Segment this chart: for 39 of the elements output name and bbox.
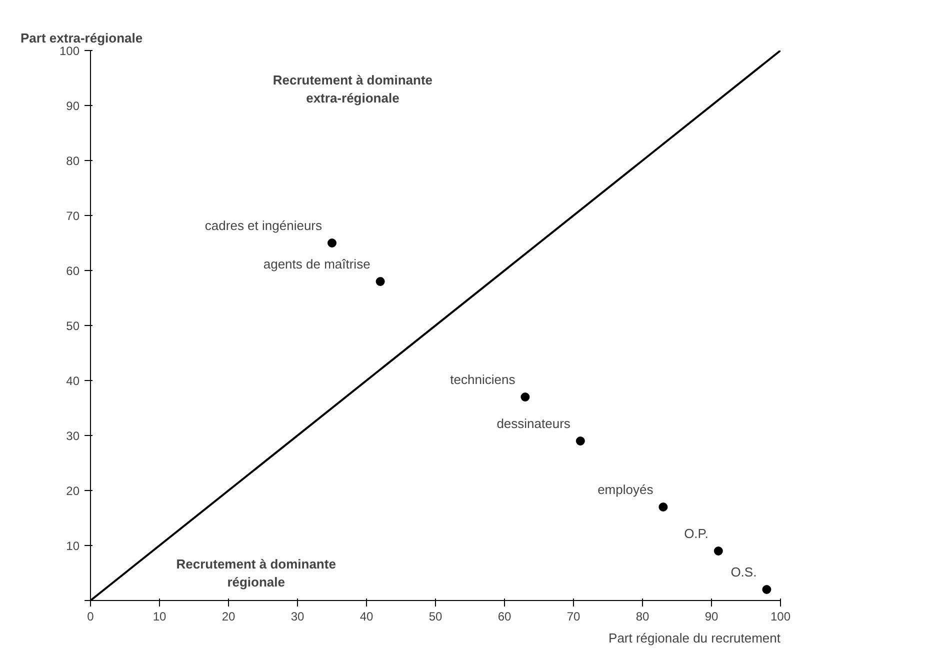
x-tick-label: 30 bbox=[290, 610, 304, 624]
annotation: techniciens bbox=[450, 372, 516, 387]
x-tick-label: 100 bbox=[770, 610, 791, 624]
x-tick-label: 20 bbox=[222, 610, 236, 624]
y-axis-title: Part extra-régionale bbox=[20, 30, 143, 46]
annotation: cadres et ingénieurs bbox=[204, 218, 322, 233]
point bbox=[328, 238, 336, 248]
point bbox=[658, 502, 668, 512]
annotation: dessinateurs bbox=[496, 416, 571, 431]
annotation: Recrutement à dominante extra-régionale bbox=[272, 72, 433, 106]
annotation: O.P. bbox=[684, 526, 708, 541]
point bbox=[376, 277, 385, 286]
annotation: agents de maîtrise bbox=[263, 256, 370, 272]
y-tick-label: 10 bbox=[66, 539, 80, 553]
y-tick-label: 50 bbox=[66, 319, 80, 333]
x-tick-label: 0 bbox=[87, 610, 94, 624]
x-tick-label: 90 bbox=[704, 610, 718, 624]
y-tick-label: 90 bbox=[66, 99, 80, 113]
annotation: Recrutement à dominante régionale bbox=[176, 556, 336, 590]
point bbox=[520, 392, 530, 402]
x-axis-title: Part régionale du recrutement bbox=[608, 630, 781, 646]
annotation: employés bbox=[598, 482, 654, 497]
point bbox=[762, 585, 772, 594]
x-tick-label: 40 bbox=[360, 610, 374, 624]
point bbox=[714, 546, 723, 556]
x-tick-label: 80 bbox=[636, 610, 650, 624]
y-tick-label: 100 bbox=[59, 44, 80, 58]
point bbox=[576, 436, 585, 446]
y-tick-label: 80 bbox=[66, 154, 80, 168]
y-tick-label: 20 bbox=[66, 484, 80, 498]
x-tick-label: 10 bbox=[152, 610, 166, 624]
y-tick-label: 40 bbox=[66, 374, 80, 388]
y-tick-label: 70 bbox=[66, 209, 80, 223]
x-tick-label: 70 bbox=[566, 610, 580, 624]
y-tick-label: 30 bbox=[66, 429, 80, 443]
y-tick-label: 60 bbox=[66, 264, 80, 278]
annotation: O.S. bbox=[730, 564, 757, 580]
x-tick-label: 50 bbox=[428, 610, 442, 624]
x-tick-label: 60 bbox=[498, 610, 512, 624]
